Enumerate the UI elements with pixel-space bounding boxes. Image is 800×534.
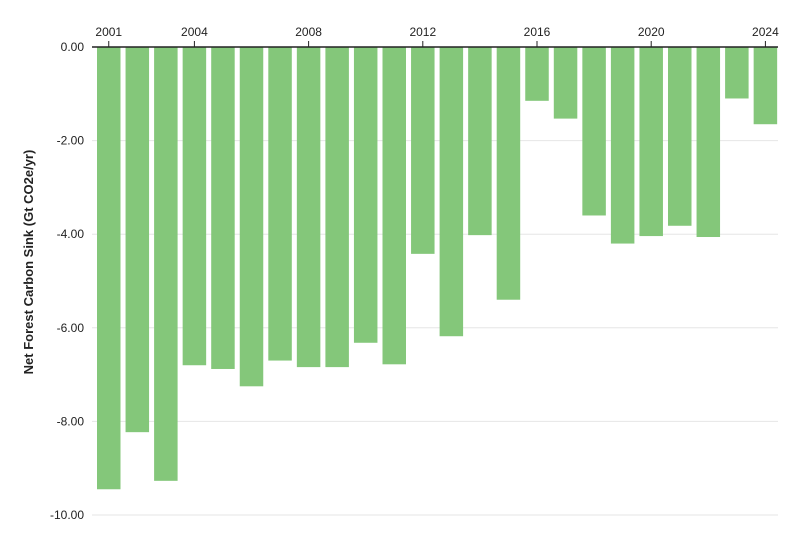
bar-2013 [439,47,464,337]
y-tick-label: -4.00 [57,227,85,241]
bar-2021 [668,47,692,226]
bar-2007 [268,47,292,361]
bars [97,47,778,490]
x-tick-label: 2004 [181,25,208,39]
y-tick-labels: 0.00 -2.00 -4.00 -6.00 -8.00 -10.00 [50,40,84,522]
bar-2010 [353,47,378,343]
bar-2015 [496,47,521,300]
x-tick-label: 2016 [524,25,551,39]
bar-2016 [525,47,549,101]
y-tick-label: -10.00 [50,508,84,522]
bar-2011 [382,47,406,365]
bar-2008 [296,47,321,368]
bar-2009 [325,47,349,368]
bar-2012 [411,47,435,254]
y-tick-label: 0.00 [61,40,85,54]
bar-2019 [610,47,635,244]
bar-2022 [696,47,721,238]
x-tick-label: 2020 [638,25,665,39]
bar-2005 [211,47,235,369]
y-axis-title: Net Forest Carbon Sink (Gt CO2e/yr) [21,150,36,375]
bar-2023 [725,47,749,99]
bar-2020 [639,47,663,237]
bar-2006 [239,47,264,387]
bar-2017 [553,47,578,119]
y-tick-label: -8.00 [57,414,85,428]
x-tick-label: 2012 [409,25,436,39]
y-tick-label: -2.00 [57,134,85,148]
bar-2018 [582,47,606,216]
x-tick-label: 2008 [295,25,322,39]
bar-2001 [97,47,121,490]
bar-2002 [125,47,150,433]
bar-2014 [468,47,492,236]
y-tick-label: -6.00 [57,321,85,335]
bar-2003 [154,47,178,481]
bar-2024 [753,47,778,125]
x-tick-labels: 2001 2004 2008 2012 2016 2020 2024 [95,25,779,47]
x-tick-label: 2001 [95,25,122,39]
x-tick-label: 2024 [752,25,779,39]
bar-2004 [182,47,207,366]
gridlines [92,140,778,516]
